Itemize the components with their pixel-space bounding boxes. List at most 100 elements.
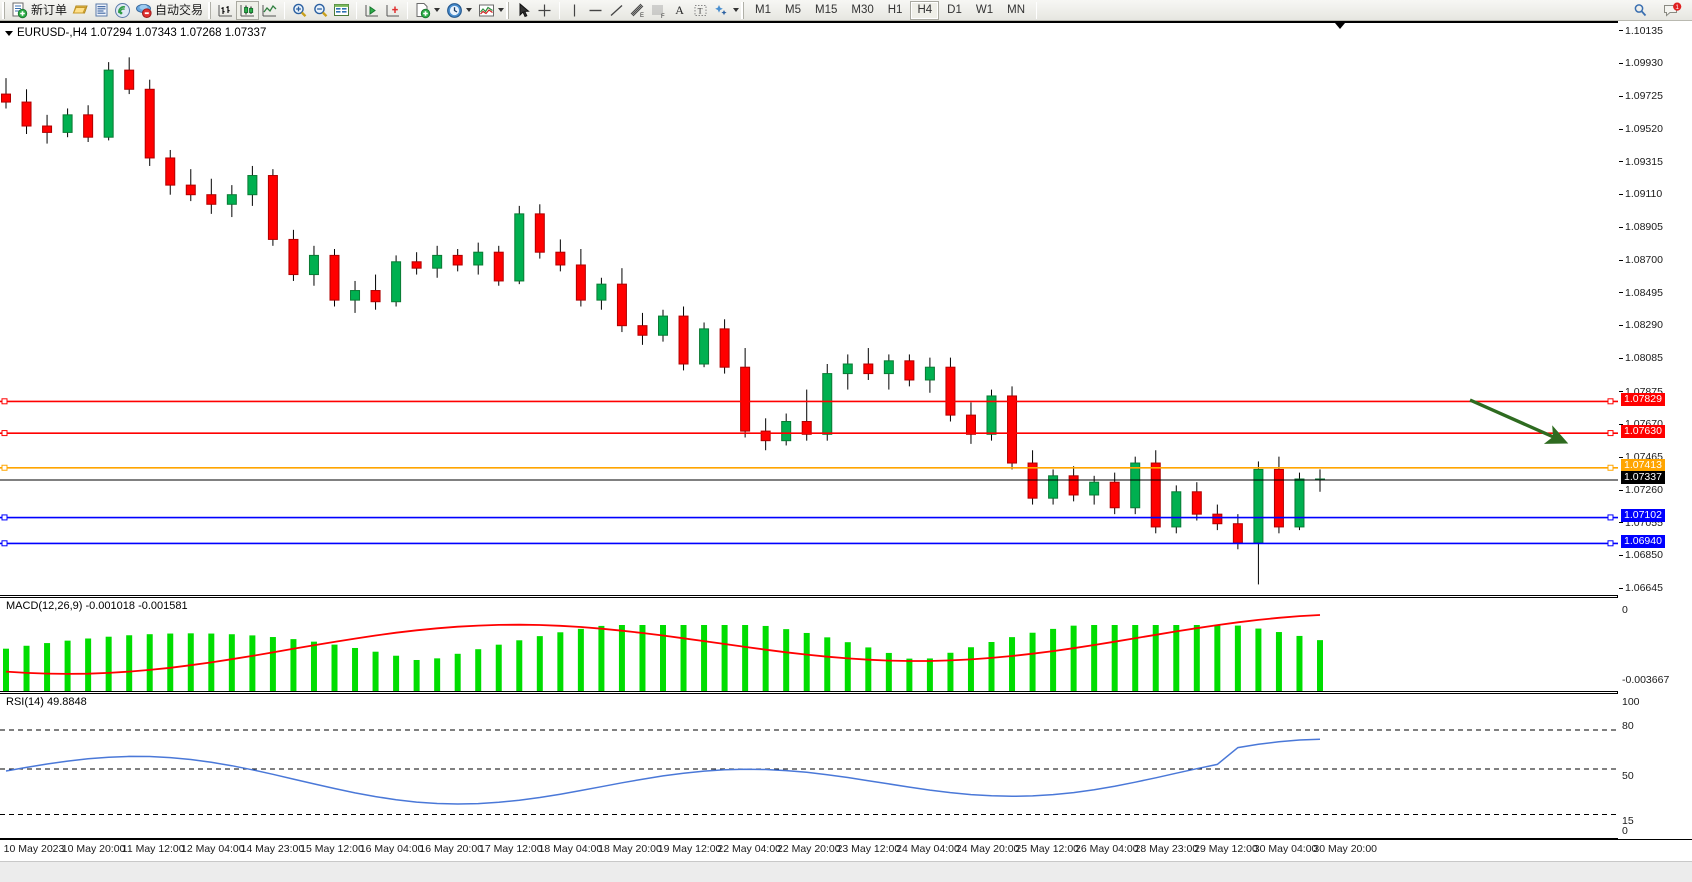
price-tick: 1.08085	[1619, 353, 1663, 364]
time-axis-label: 30 May 20:00	[1313, 843, 1378, 855]
time-axis-label: 16 May 04:00	[359, 843, 424, 855]
autotrade-icon[interactable]	[133, 1, 154, 20]
resistance-level-1-label[interactable]: 1.07829	[1621, 392, 1665, 406]
toolbar-grip-charts[interactable]	[208, 1, 213, 19]
toolbar-separator-3	[407, 1, 409, 19]
resistance-level-2-label[interactable]: 1.07630	[1621, 424, 1665, 438]
folder-icon[interactable]	[70, 1, 91, 20]
zoom-in-icon[interactable]	[289, 1, 310, 20]
toolbar-separator-5	[1036, 1, 1037, 19]
time-axis-label: 17 May 12:00	[478, 843, 543, 855]
crosshair-icon[interactable]	[534, 1, 555, 20]
time-axis-label: 22 May 04:00	[717, 843, 782, 855]
time-axis-label: 24 May 04:00	[896, 843, 960, 855]
timeframe-m1[interactable]: M1	[755, 3, 772, 16]
rsi-pane[interactable]: RSI(14) 49.8848	[0, 693, 1618, 839]
chart-menu-caret-icon[interactable]	[5, 30, 13, 36]
printer-icon[interactable]	[91, 1, 112, 20]
price-tick: 1.09930	[1619, 58, 1663, 69]
timeframe-m15[interactable]: M15	[815, 3, 838, 16]
timeframe-mn[interactable]: MN	[1007, 3, 1025, 16]
pivot-level-label[interactable]: 1.07413	[1621, 459, 1665, 473]
time-axis-label: 28 May 23:00	[1134, 843, 1199, 855]
toolbar-grip-drawing[interactable]	[506, 1, 511, 19]
chart-plot-area[interactable]: EURUSD-,H4 1.07294 1.07343 1.07268 1.073…	[0, 21, 1618, 839]
equidistant-channel-icon[interactable]: E	[627, 1, 648, 20]
toolbar-separator-2	[356, 1, 358, 19]
price-tick: 1.09110	[1619, 189, 1662, 200]
candlestick-icon[interactable]	[236, 0, 260, 20]
support-level-2-label[interactable]: 1.06940	[1621, 534, 1665, 548]
new-order-button[interactable]	[9, 1, 30, 20]
price-tick: 1.07670	[1619, 419, 1663, 430]
trendline-icon[interactable]	[606, 1, 627, 20]
time-axis-label: 12 May 04:00	[180, 843, 245, 855]
timeframe-m5[interactable]: M5	[785, 3, 801, 16]
time-axis-label: 29 May 12:00	[1194, 843, 1258, 855]
objects-caret-icon[interactable]	[733, 8, 740, 12]
clock-icon[interactable]	[444, 1, 465, 20]
time-axis-label: 16 May 20:00	[419, 843, 484, 855]
time-axis-label: 11 May 12:00	[121, 843, 185, 855]
cursor-icon[interactable]	[513, 1, 534, 20]
zoom-out-icon[interactable]	[310, 1, 331, 20]
toolbar-grip-periods[interactable]	[741, 1, 746, 19]
support-level-1-label[interactable]: 1.07102	[1621, 509, 1665, 523]
horizontal-line-icon[interactable]	[585, 1, 606, 20]
macd-scale[interactable]: 0 -0.003667	[1619, 597, 1692, 693]
chart-window[interactable]: EURUSD-,H4 1.07294 1.07343 1.07268 1.073…	[0, 21, 1692, 882]
macd-pane[interactable]: MACD(12,26,9) -0.001018 -0.001581	[0, 597, 1618, 692]
data-window-icon[interactable]	[331, 1, 352, 20]
price-scale[interactable]: 1.10135 1.09930 1.09725 1.09520 1.09315 1.091…	[1619, 21, 1692, 597]
chart-symbol-header: EURUSD-,H4 1.07294 1.07343 1.07268 1.073…	[5, 27, 266, 39]
chart-shift-icon[interactable]	[382, 1, 403, 20]
price-tick: 1.09520	[1619, 123, 1663, 135]
timeframe-h4[interactable]: H4	[910, 0, 940, 20]
symbol-ohlc-text: EURUSD-,H4 1.07294 1.07343 1.07268 1.073…	[17, 27, 267, 39]
timeframe-w1[interactable]: W1	[975, 3, 994, 16]
new-chart-icon[interactable]	[412, 1, 433, 20]
price-pane[interactable]: EURUSD-,H4 1.07294 1.07343 1.07268 1.073…	[0, 21, 1618, 596]
timeframe-h1[interactable]: H1	[887, 3, 903, 16]
bar-chart-icon[interactable]	[215, 1, 236, 20]
label-icon[interactable]: T	[690, 1, 711, 20]
rsi-tick: 100	[1622, 696, 1640, 708]
time-axis-label: 22 May 20:00	[776, 843, 841, 855]
periodicity-caret-icon[interactable]	[466, 8, 473, 12]
svg-text:F: F	[661, 14, 665, 19]
indicators-caret-icon[interactable]	[498, 8, 505, 12]
time-axis-label: 10 May 20:00	[61, 843, 126, 855]
price-tick: 1.07465	[1619, 452, 1663, 463]
macd-indicator-label: MACD(12,26,9) -0.001018 -0.001581	[6, 600, 188, 612]
time-axis[interactable]: 10 May 2023 10 May 20:00 11 May 12:00 12 Ma…	[0, 839, 1692, 861]
vertical-line-icon[interactable]	[564, 1, 585, 20]
autotrading-label: 自动交易	[155, 2, 204, 17]
price-tick: 1.08700	[1619, 254, 1663, 266]
macd-series	[3, 614, 1323, 691]
price-tick: 1.08290	[1619, 320, 1663, 331]
chat-bubble-icon[interactable]: 1	[1661, 1, 1684, 20]
macd-tick: -0.003667	[1622, 674, 1670, 686]
text-icon[interactable]: A	[675, 2, 684, 17]
status-bar	[0, 861, 1692, 882]
toolbar-grip-standard[interactable]	[2, 1, 6, 19]
signal-icon[interactable]	[112, 1, 133, 20]
price-tick: 1.06645	[1619, 583, 1663, 594]
toolbar-separator-4	[559, 1, 561, 19]
auto-scroll-icon[interactable]	[361, 1, 382, 20]
indicators-icon[interactable]	[476, 1, 497, 20]
price-tick: 1.06850	[1619, 550, 1663, 561]
rsi-tick: 50	[1622, 770, 1634, 782]
timeframe-d1[interactable]: D1	[947, 3, 962, 16]
fibonacci-icon[interactable]: F	[648, 1, 669, 20]
price-tick: 1.09315	[1619, 156, 1663, 168]
objects-icon[interactable]	[711, 1, 732, 20]
rsi-scale[interactable]: 100 80 50 15 0	[1619, 693, 1692, 839]
timeframe-m30[interactable]: M30	[851, 3, 874, 16]
new-chart-caret-icon[interactable]	[434, 8, 441, 12]
price-tick: 1.07875	[1619, 386, 1663, 398]
magnifier-icon[interactable]	[1630, 1, 1651, 20]
toolbar-separator-1	[284, 1, 286, 19]
current-price-label[interactable]: 1.07337	[1621, 471, 1665, 485]
line-chart-icon[interactable]	[259, 1, 280, 20]
